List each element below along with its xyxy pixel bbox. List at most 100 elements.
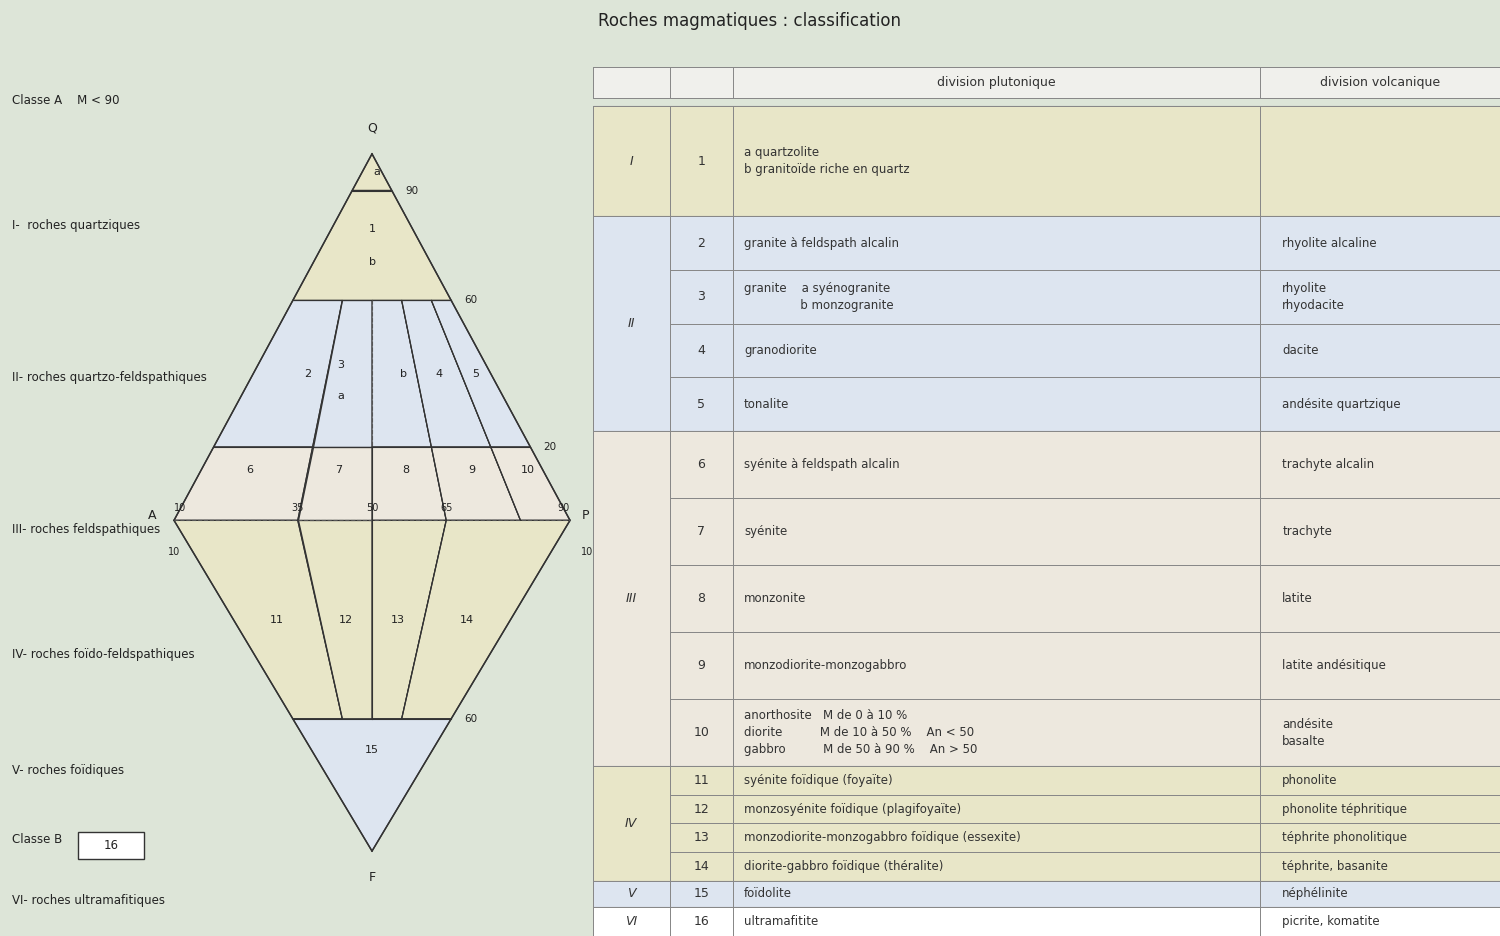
Bar xyxy=(734,565,1260,632)
Polygon shape xyxy=(402,520,570,719)
Bar xyxy=(78,832,144,859)
Text: monzonite: monzonite xyxy=(744,592,807,605)
Text: b: b xyxy=(400,369,406,379)
Bar xyxy=(734,216,1260,271)
Bar xyxy=(592,431,669,767)
Bar xyxy=(669,271,734,324)
Bar xyxy=(669,632,734,699)
Text: 12: 12 xyxy=(339,615,352,624)
Bar xyxy=(1260,377,1500,431)
Bar xyxy=(1260,107,1500,216)
Text: a: a xyxy=(374,168,380,177)
Text: Classe B    M > 90: Classe B M > 90 xyxy=(12,833,120,846)
Text: néphélinite: néphélinite xyxy=(1282,887,1348,900)
Text: 11: 11 xyxy=(693,774,709,787)
Bar xyxy=(734,377,1260,431)
Text: V- roches foïdiques: V- roches foïdiques xyxy=(12,764,125,777)
Bar xyxy=(592,107,669,216)
Bar xyxy=(669,632,734,699)
Text: III: III xyxy=(626,592,636,605)
Bar xyxy=(592,107,1500,216)
Polygon shape xyxy=(292,191,452,300)
Text: 9: 9 xyxy=(468,465,476,475)
Polygon shape xyxy=(213,300,342,447)
Bar xyxy=(734,767,1260,795)
Text: phonolite téphritique: phonolite téphritique xyxy=(1282,802,1407,815)
Bar xyxy=(669,107,734,216)
Bar xyxy=(734,907,1260,936)
Bar xyxy=(592,907,1500,936)
Text: 10: 10 xyxy=(580,548,592,557)
Bar xyxy=(669,431,734,498)
Bar xyxy=(1260,852,1500,881)
Bar xyxy=(1260,324,1500,377)
Bar xyxy=(734,498,1260,565)
Text: monzodiorite-monzogabbro: monzodiorite-monzogabbro xyxy=(744,659,908,672)
Text: latite: latite xyxy=(1282,592,1312,605)
Text: 14: 14 xyxy=(693,860,709,872)
Text: Classe A    M < 90: Classe A M < 90 xyxy=(12,94,120,107)
Bar xyxy=(669,795,734,824)
Text: division plutonique: division plutonique xyxy=(938,77,1056,89)
Bar xyxy=(592,216,669,431)
Text: 8: 8 xyxy=(402,465,410,475)
Text: 9: 9 xyxy=(698,659,705,672)
Text: 4: 4 xyxy=(698,344,705,357)
Bar xyxy=(1260,632,1500,699)
Text: andésite quartzique: andésite quartzique xyxy=(1282,398,1401,411)
Text: 2: 2 xyxy=(304,369,312,379)
Bar xyxy=(592,431,1500,767)
Bar xyxy=(1260,824,1500,852)
Text: latite andésitique: latite andésitique xyxy=(1282,659,1386,672)
Bar xyxy=(669,324,734,377)
Text: 10: 10 xyxy=(693,726,709,739)
Text: ultramafitite: ultramafitite xyxy=(744,915,819,929)
Text: trachyte alcalin: trachyte alcalin xyxy=(1282,458,1374,471)
Bar xyxy=(1260,324,1500,377)
Bar xyxy=(592,907,669,936)
Text: 5: 5 xyxy=(698,398,705,411)
Text: III- roches feldspathiques: III- roches feldspathiques xyxy=(12,523,160,535)
Bar xyxy=(669,795,734,824)
Bar xyxy=(1260,767,1500,795)
Bar xyxy=(1260,881,1500,907)
Bar xyxy=(734,795,1260,824)
Polygon shape xyxy=(297,447,372,520)
Bar xyxy=(592,767,669,881)
Text: 7: 7 xyxy=(334,465,342,475)
Bar xyxy=(734,632,1260,699)
Text: 5: 5 xyxy=(472,369,480,379)
Text: 3: 3 xyxy=(698,290,705,303)
Text: 16: 16 xyxy=(104,840,118,852)
Bar xyxy=(734,431,1260,498)
Text: syénite à feldspath alcalin: syénite à feldspath alcalin xyxy=(744,458,900,471)
Bar xyxy=(734,67,1260,98)
Bar xyxy=(734,107,1260,216)
Text: P: P xyxy=(582,509,590,522)
Bar xyxy=(669,767,734,795)
Text: 8: 8 xyxy=(698,592,705,605)
Bar xyxy=(1260,699,1500,767)
Text: 65: 65 xyxy=(440,504,453,513)
Bar xyxy=(592,767,669,881)
Bar xyxy=(592,67,669,98)
Bar xyxy=(1260,881,1500,907)
Bar xyxy=(669,767,734,795)
Text: phonolite: phonolite xyxy=(1282,774,1338,787)
Text: I-  roches quartziques: I- roches quartziques xyxy=(12,219,140,232)
Bar xyxy=(1260,795,1500,824)
Bar xyxy=(1260,852,1500,881)
Bar xyxy=(669,907,734,936)
Bar xyxy=(1260,565,1500,632)
Text: 35: 35 xyxy=(291,504,304,513)
Text: IV: IV xyxy=(626,817,638,830)
Bar xyxy=(1260,431,1500,498)
Bar xyxy=(1260,377,1500,431)
Bar xyxy=(669,565,734,632)
Polygon shape xyxy=(312,300,372,447)
Bar xyxy=(669,824,734,852)
Bar xyxy=(592,767,1500,881)
Text: 1: 1 xyxy=(369,225,375,234)
Bar xyxy=(669,377,734,431)
Bar xyxy=(1260,907,1500,936)
